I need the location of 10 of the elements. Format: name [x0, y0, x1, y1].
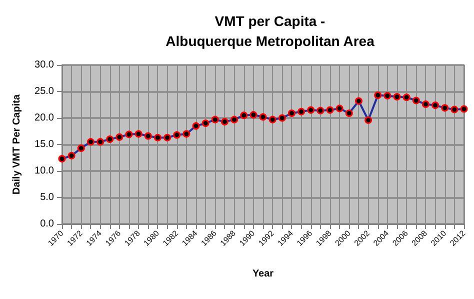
y-tick-label: 5.0	[40, 192, 54, 203]
x-axis-title: Year	[252, 268, 274, 280]
y-axis-title: Daily VMT Per Capita	[12, 94, 22, 195]
y-tick-label: 25.0	[34, 86, 54, 97]
y-tick-label: 15.0	[34, 139, 54, 150]
chart-title: VMT per Capita - Albuquerque Metropolitan Area	[166, 13, 375, 49]
y-tick-label: 30.0	[34, 60, 54, 70]
y-tick-label: 10.0	[34, 166, 54, 176]
y-tick-label: 20.0	[34, 112, 54, 124]
y-tick-label: 0.0	[40, 218, 54, 230]
